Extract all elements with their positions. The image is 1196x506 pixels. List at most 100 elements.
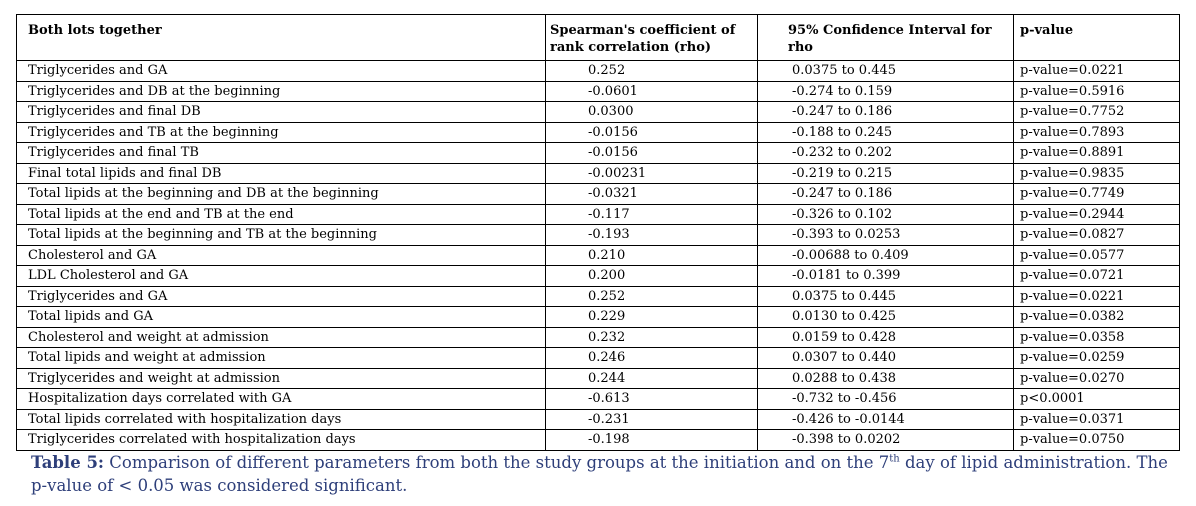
p-value-cell: p-value=0.9835 [1013,163,1180,184]
caption-superscript: th [889,453,900,465]
parameter-cell: Triglycerides and weight at admission [16,368,546,389]
p-value-cell: p-value=0.0371 [1013,409,1180,430]
ci-cell: -0.0181 to 0.399 [757,265,1014,287]
ci-cell: -0.393 to 0.0253 [757,224,1014,246]
ci-cell: -0.426 to -0.0144 [757,409,1014,430]
caption-text-start: Comparison of different parameters from … [104,453,890,472]
ci-cell: 0.0130 to 0.425 [757,306,1014,328]
rho-cell: -0.0156 [545,142,758,164]
ci-cell: 0.0375 to 0.445 [757,60,1014,82]
header-row: Both lots together Spearman's coefficien… [16,14,1180,61]
parameter-cell: Total lipids and GA [16,306,546,328]
rho-cell: 0.229 [545,306,758,328]
p-value-cell: p-value=0.0221 [1013,286,1180,307]
parameter-cell: Triglycerides and final DB [16,101,546,123]
parameter-cell: Triglycerides and final TB [16,142,546,164]
ci-cell: 0.0307 to 0.440 [757,347,1014,369]
p-value-cell: p-value=0.0270 [1013,368,1180,389]
rho-cell: 0.210 [545,245,758,266]
table-row: Triglycerides and final DB 0.0300 -0.247 t… [16,101,1180,123]
p-value-cell: p-value=0.8891 [1013,142,1180,164]
p-value-cell: p-value=0.7752 [1013,101,1180,123]
p-value-cell: p-value=0.0750 [1013,429,1180,451]
parameter-cell: Total lipids at the beginning and TB at … [16,224,546,246]
parameter-cell: Triglycerides and TB at the beginning [16,122,546,143]
parameter-cell: Triglycerides correlated with hospitaliz… [16,429,546,451]
rho-cell: -0.613 [545,388,758,410]
table-row: Triglycerides correlated with hospitaliz… [16,429,1180,451]
parameter-cell: Cholesterol and GA [16,245,546,266]
table-row: Triglycerides and GA 0.252 0.0375 to 0.445… [16,60,1180,82]
table-row: Triglycerides and DB at the beginning -0.… [16,81,1180,102]
header-confidence-interval: 95% Confidence Interval for rho [757,14,1014,61]
table-row: Total lipids and GA 0.229 0.0130 to 0.425 p… [16,306,1180,328]
ci-cell: -0.00688 to 0.409 [757,245,1014,266]
rho-cell: -0.231 [545,409,758,430]
rho-cell: 0.0300 [545,101,758,123]
correlation-table: Both lots together Spearman's coefficien… [16,14,1180,451]
table-row: Total lipids at the beginning and TB at … [16,224,1180,246]
parameter-cell: Total lipids and weight at admission [16,347,546,369]
p-value-cell: p-value=0.7893 [1013,122,1180,143]
parameter-cell: Total lipids at the beginning and DB at … [16,183,546,205]
table-row: Cholesterol and GA 0.210 -0.00688 to 0.409… [16,245,1180,266]
ci-cell: -0.274 to 0.159 [757,81,1014,102]
table-row: Total lipids and weight at admission 0.24… [16,347,1180,369]
rho-cell: -0.193 [545,224,758,246]
p-value-cell: p-value=0.2944 [1013,204,1180,225]
ci-cell: 0.0375 to 0.445 [757,286,1014,307]
table-row: Cholesterol and weight at admission 0.232… [16,327,1180,348]
rho-cell: 0.252 [545,286,758,307]
parameter-cell: Total lipids correlated with hospitaliza… [16,409,546,430]
p-value-cell: p-value=0.0577 [1013,245,1180,266]
table-caption: Table 5: Comparison of different paramet… [31,451,1181,497]
ci-cell: -0.398 to 0.0202 [757,429,1014,451]
table-row: Triglycerides and TB at the beginning -0.… [16,122,1180,143]
ci-cell: 0.0288 to 0.438 [757,368,1014,389]
rho-cell: 0.244 [545,368,758,389]
rho-cell: 0.232 [545,327,758,348]
header-p-value: p-value [1013,14,1180,61]
rho-cell: -0.0321 [545,183,758,205]
p-value-cell: p-value=0.5916 [1013,81,1180,102]
table-row: Total lipids correlated with hospitaliza… [16,409,1180,430]
parameter-cell: LDL Cholesterol and GA [16,265,546,287]
table-row: Total lipids at the end and TB at the en… [16,204,1180,225]
parameter-cell: Final total lipids and final DB [16,163,546,184]
parameter-cell: Triglycerides and GA [16,60,546,82]
ci-cell: -0.326 to 0.102 [757,204,1014,225]
p-value-cell: p-value=0.7749 [1013,183,1180,205]
parameter-cell: Triglycerides and DB at the beginning [16,81,546,102]
correlation-table-container: Both lots together Spearman's coefficien… [16,14,1180,451]
ci-cell: -0.732 to -0.456 [757,388,1014,410]
p-value-cell: p-value=0.0382 [1013,306,1180,328]
rho-cell: -0.198 [545,429,758,451]
ci-cell: -0.219 to 0.215 [757,163,1014,184]
table-row: LDL Cholesterol and GA 0.200 -0.0181 to 0.… [16,265,1180,287]
p-value-cell: p-value=0.0358 [1013,327,1180,348]
header-spearman: Spearman's coefficient of rank correlati… [545,14,758,61]
rho-cell: -0.0156 [545,122,758,143]
p-value-cell: p-value=0.0221 [1013,60,1180,82]
parameter-cell: Cholesterol and weight at admission [16,327,546,348]
caption-text-end: day of lipid administration. The p-value… [31,453,1168,495]
p-value-cell: p<0.0001 [1013,388,1180,410]
table-body: Triglycerides and GA 0.252 0.0375 to 0.445… [16,60,1180,451]
table-header: Both lots together Spearman's coefficien… [16,14,1180,61]
p-value-cell: p-value=0.0721 [1013,265,1180,287]
table-row: Hospitalization days correlated with GA -… [16,388,1180,410]
table-row: Total lipids at the beginning and DB at … [16,183,1180,205]
ci-cell: -0.247 to 0.186 [757,183,1014,205]
parameter-cell: Triglycerides and GA [16,286,546,307]
parameter-cell: Total lipids at the end and TB at the en… [16,204,546,225]
ci-cell: -0.232 to 0.202 [757,142,1014,164]
rho-cell: 0.246 [545,347,758,369]
rho-cell: -0.00231 [545,163,758,184]
rho-cell: 0.200 [545,265,758,287]
parameter-cell: Hospitalization days correlated with GA [16,388,546,410]
p-value-cell: p-value=0.0259 [1013,347,1180,369]
p-value-cell: p-value=0.0827 [1013,224,1180,246]
table-row: Triglycerides and weight at admission 0.2… [16,368,1180,389]
table-row: Triglycerides and final TB -0.0156 -0.232 … [16,142,1180,164]
header-both-lots: Both lots together [16,14,546,61]
